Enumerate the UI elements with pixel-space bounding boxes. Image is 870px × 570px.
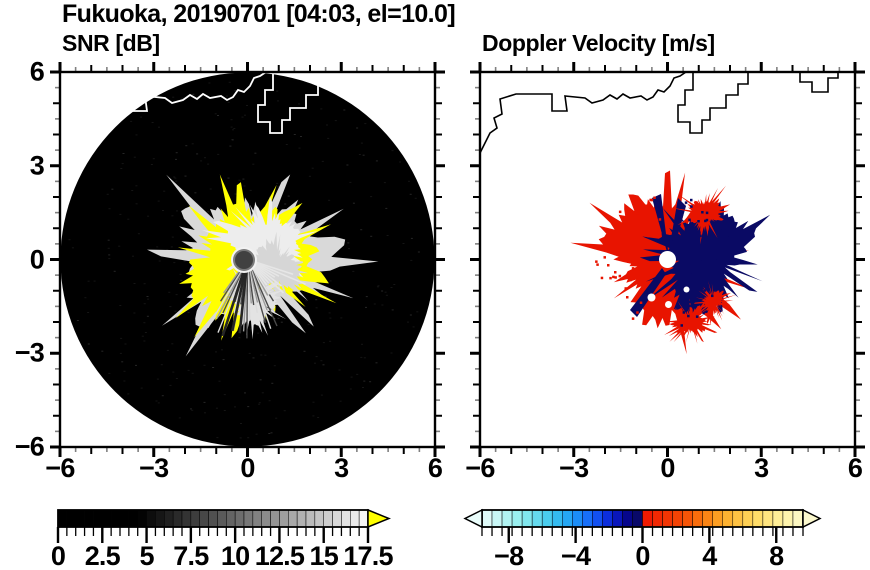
panel-title-snr: SNR [dB] (62, 30, 160, 56)
snr-colorbar-label: 7.5 (173, 541, 209, 570)
snr-colorbar-label: 17.5 (343, 541, 393, 570)
x-axis-label-velocity: 3 (754, 453, 769, 483)
y-axis-label-snr: 0 (29, 244, 45, 274)
velocity-colorbar-label: −8 (494, 541, 524, 570)
snr-colorbar-label: 15 (309, 541, 338, 570)
velocity-colorbar-label: −4 (561, 541, 591, 570)
y-axis-label-snr: 3 (29, 150, 45, 181)
x-axis-label-snr: 3 (334, 453, 349, 483)
x-axis-label-snr: −3 (139, 453, 169, 483)
x-axis-label-snr: 0 (240, 453, 255, 483)
snr-colorbar-label: 2.5 (84, 541, 121, 570)
velocity-colorbar-label: 8 (769, 541, 784, 570)
y-axis-label-snr: 6 (29, 56, 45, 87)
velocity-colorbar-label: 4 (702, 541, 717, 570)
x-axis-label-snr: −6 (45, 453, 75, 483)
snr-colorbar-label: 12.5 (254, 541, 305, 570)
page-title: Fukuoka, 20190701 [04:03, el=10.0] (62, 0, 456, 28)
x-axis-label-velocity: 6 (847, 453, 863, 483)
snr-colorbar-label: 10 (220, 541, 250, 570)
y-axis-label-snr: −3 (14, 337, 45, 368)
panel-title-velocity: Doppler Velocity [m/s] (482, 30, 715, 56)
x-axis-label-snr: 6 (427, 453, 443, 483)
velocity-colorbar-label: 0 (635, 541, 650, 570)
x-axis-label-velocity: −6 (465, 453, 495, 483)
x-axis-label-velocity: −3 (559, 453, 589, 483)
snr-colorbar-label: 0 (50, 541, 66, 570)
snr-colorbar-label: 5 (139, 541, 154, 570)
y-axis-label-snr: −6 (14, 431, 45, 462)
x-axis-label-velocity: 0 (660, 453, 675, 483)
